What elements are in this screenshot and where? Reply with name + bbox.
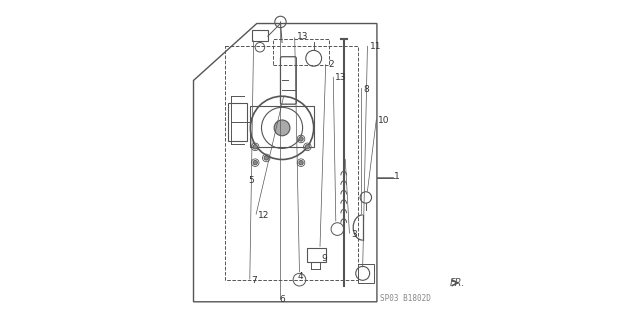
Text: 13: 13 — [335, 73, 347, 82]
Text: 6: 6 — [280, 295, 285, 304]
Circle shape — [264, 156, 268, 160]
Bar — [228, 103, 247, 141]
Bar — [250, 106, 314, 147]
Text: 7: 7 — [252, 276, 257, 285]
Circle shape — [299, 137, 303, 141]
Circle shape — [274, 120, 290, 136]
Bar — [273, 39, 330, 65]
Bar — [307, 248, 326, 262]
Text: 1: 1 — [394, 172, 400, 182]
Text: 10: 10 — [378, 116, 389, 125]
Text: FR.: FR. — [450, 278, 465, 288]
Circle shape — [299, 160, 303, 165]
Circle shape — [305, 145, 310, 149]
Text: 5: 5 — [248, 175, 253, 185]
Text: 3: 3 — [351, 230, 357, 239]
Circle shape — [253, 160, 257, 165]
Text: 13: 13 — [297, 32, 308, 41]
Circle shape — [253, 145, 257, 149]
Text: SP03 B1802D: SP03 B1802D — [380, 294, 431, 303]
Text: 8: 8 — [364, 85, 369, 94]
Text: 12: 12 — [258, 211, 269, 220]
Bar — [358, 264, 374, 283]
Text: 4: 4 — [298, 272, 303, 281]
Bar — [252, 30, 268, 41]
Text: 2: 2 — [328, 60, 333, 69]
Text: 11: 11 — [370, 42, 381, 51]
Text: 9: 9 — [321, 254, 327, 263]
